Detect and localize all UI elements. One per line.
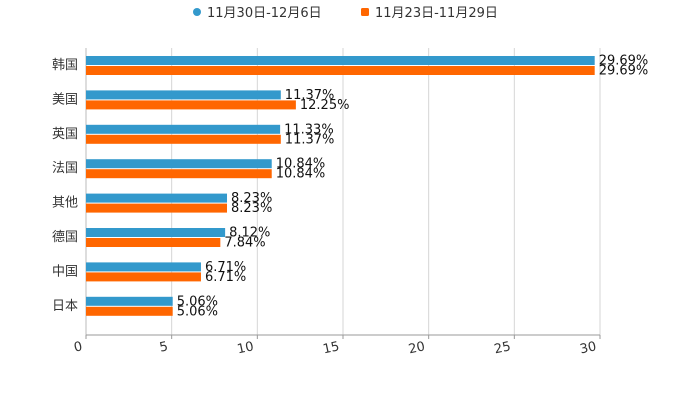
category-label: 其他: [52, 196, 78, 211]
data-label: 8.12%: [229, 226, 270, 241]
bar: [86, 238, 221, 247]
x-tick-label: 30: [579, 339, 598, 357]
x-tick-label: 25: [493, 339, 512, 357]
bar: [86, 56, 595, 65]
x-tick-label: 0: [73, 339, 84, 355]
data-label: 6.71%: [205, 270, 246, 285]
bar: [86, 262, 201, 272]
data-label: 5.06%: [177, 304, 218, 319]
bar: [86, 193, 228, 203]
data-label: 29.69%: [599, 54, 649, 69]
data-label: 5.06%: [177, 294, 218, 309]
category-label: 德国: [52, 230, 78, 245]
legend-marker: [193, 8, 201, 16]
data-label: 8.23%: [231, 191, 272, 206]
legend-label: 11月30日-12月6日: [207, 6, 322, 21]
data-label: 6.71%: [205, 260, 246, 275]
category-label: 中国: [52, 264, 78, 279]
x-tick-label: 20: [407, 339, 426, 357]
legend-label: 11月23日-11月29日: [375, 6, 498, 21]
bar: [86, 228, 226, 237]
x-tick-label: 10: [236, 339, 255, 357]
bar: [86, 169, 272, 179]
x-tick-label: 15: [322, 339, 341, 357]
bar: [86, 66, 595, 75]
legend-marker: [361, 8, 369, 16]
data-label: 11.37%: [285, 88, 335, 103]
category-label: 法国: [52, 161, 78, 176]
data-label: 8.23%: [231, 201, 272, 216]
data-label: 12.25%: [300, 98, 350, 113]
category-label: 美国: [52, 92, 78, 107]
bar: [86, 90, 281, 100]
data-label: 29.69%: [599, 64, 649, 79]
data-label: 7.84%: [224, 236, 265, 251]
data-label: 10.84%: [276, 167, 326, 182]
bar: [86, 100, 296, 110]
bar: [86, 306, 173, 316]
bar: [86, 272, 201, 282]
data-label: 11.33%: [284, 122, 334, 137]
bar: [86, 134, 281, 144]
x-tick-label: 5: [158, 339, 169, 355]
data-label: 10.84%: [276, 157, 326, 172]
data-label: 11.37%: [285, 132, 335, 147]
category-label: 英国: [52, 127, 78, 142]
bar: [86, 296, 173, 306]
category-label: 韩国: [52, 58, 78, 73]
bar: [86, 159, 272, 169]
bar: [86, 124, 281, 134]
bar: [86, 203, 228, 213]
category-label: 日本: [52, 299, 78, 314]
